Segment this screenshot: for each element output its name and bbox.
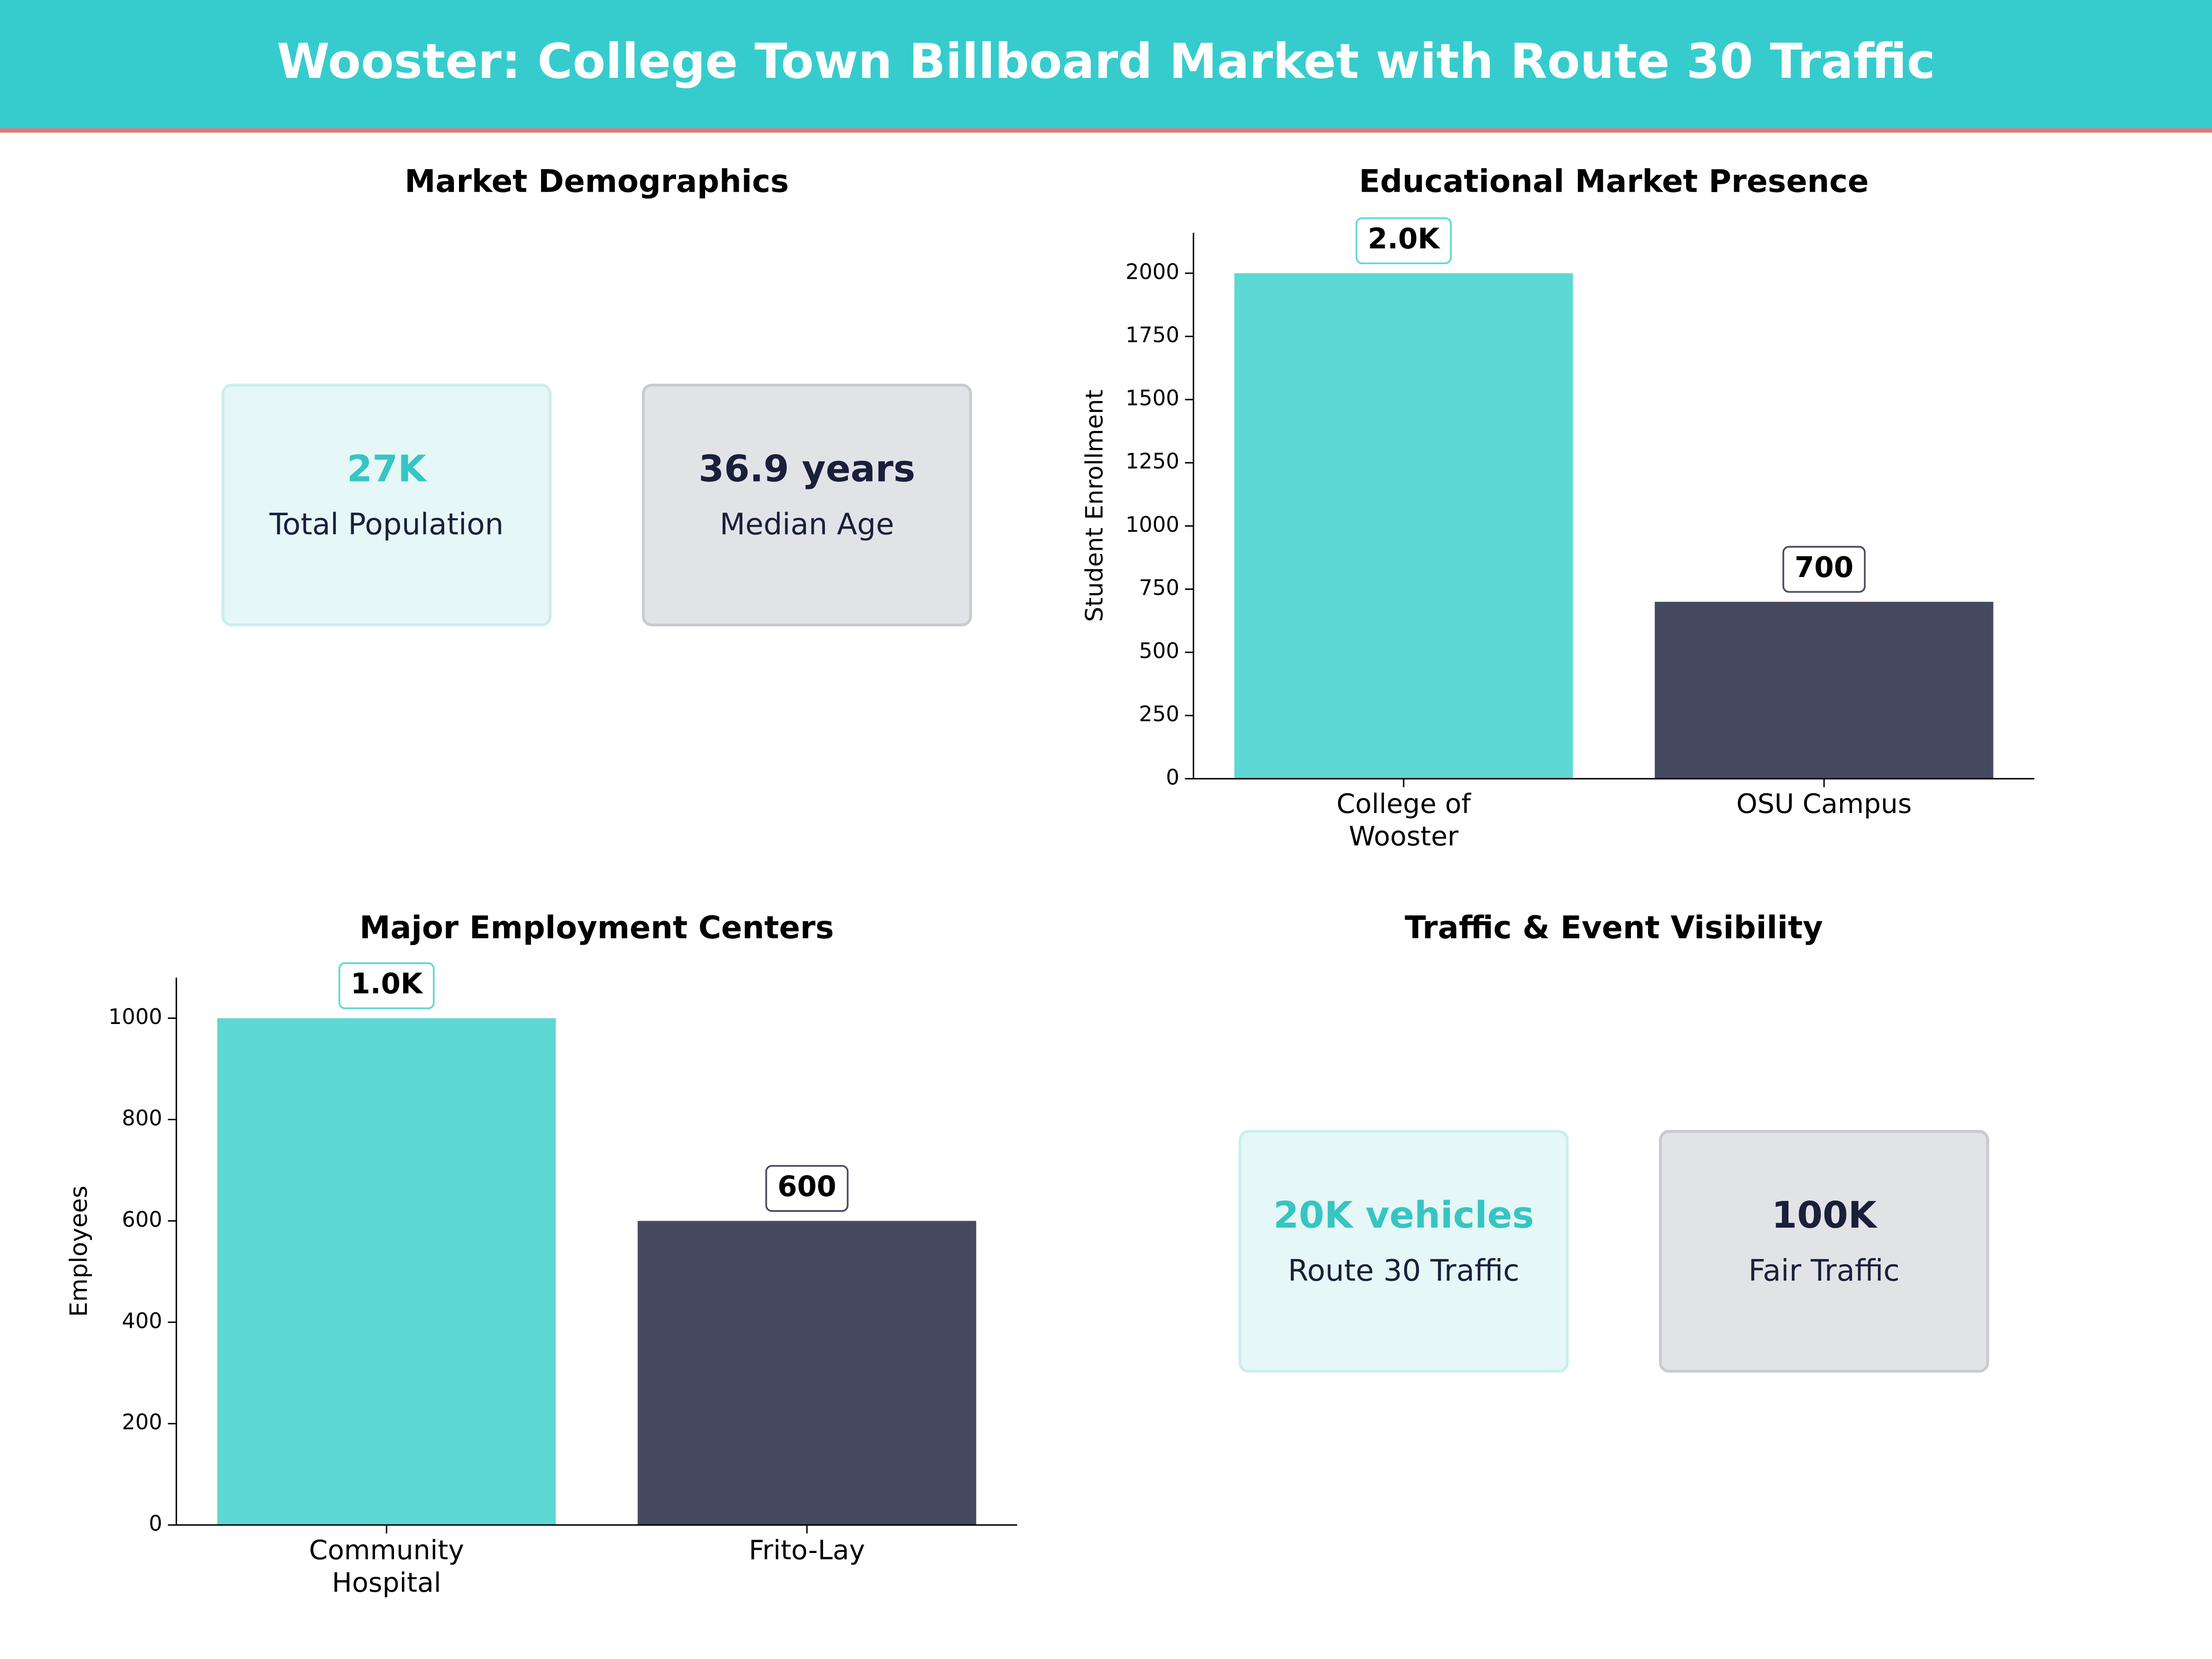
value-label: 2.0K xyxy=(1368,223,1441,255)
x-tick-label: Frito-Lay xyxy=(749,1534,865,1565)
y-tick-label: 750 xyxy=(1139,575,1180,600)
kpi-label: Fair Traffic xyxy=(1748,1253,1900,1288)
page-title: Wooster: College Town Billboard Market w… xyxy=(277,33,1936,89)
y-tick-label: 600 xyxy=(122,1207,162,1232)
x-tick-label: Community Hospital xyxy=(309,1534,464,1598)
x-tick-label: College of Wooster xyxy=(1336,788,1471,852)
value-label-box xyxy=(338,962,435,1009)
kpi-label: Route 30 Traffic xyxy=(1288,1253,1519,1288)
y-tick-label: 2000 xyxy=(1125,259,1179,284)
bar xyxy=(1234,273,1573,779)
x-tick-label: OSU Campus xyxy=(1736,788,1912,819)
y-tick-label: 500 xyxy=(1139,638,1180,663)
kpi-card xyxy=(1238,1130,1569,1373)
header-bar xyxy=(0,0,2212,130)
kpi-card xyxy=(221,383,552,627)
kpi-card xyxy=(1659,1130,1989,1373)
panel-title: Market Demographics xyxy=(405,163,789,200)
y-tick-label: 400 xyxy=(122,1308,162,1333)
bar xyxy=(637,1221,977,1525)
y-tick-label: 1250 xyxy=(1125,449,1179,474)
value-label-box xyxy=(1355,217,1452,265)
kpi-value: 100K xyxy=(1771,1194,1878,1236)
kpi-value: 36.9 years xyxy=(699,447,915,490)
kpi-card xyxy=(641,383,972,627)
value-label-box xyxy=(1782,546,1866,593)
kpi-value: 27K xyxy=(347,447,428,490)
y-tick-label: 800 xyxy=(122,1106,162,1130)
y-tick-label: 1750 xyxy=(1125,322,1179,347)
y-tick-label: 1000 xyxy=(108,1004,162,1029)
y-axis-label: Student Enrollment xyxy=(1081,389,1109,622)
value-label: 600 xyxy=(777,1171,836,1203)
chart-title: Major Employment Centers xyxy=(359,909,834,946)
header-rule xyxy=(0,128,2212,133)
kpi-value: 20K vehicles xyxy=(1273,1194,1534,1236)
value-label: 700 xyxy=(1794,551,1853,584)
y-tick-label: 0 xyxy=(1166,765,1179,789)
kpi-label: Median Age xyxy=(720,507,894,541)
panel-title: Traffic & Event Visibility xyxy=(1405,909,1823,946)
y-tick-label: 1000 xyxy=(1125,512,1179,537)
y-tick-label: 1500 xyxy=(1125,386,1179,411)
y-tick-label: 200 xyxy=(122,1410,162,1435)
bar xyxy=(1654,601,1994,779)
y-tick-label: 250 xyxy=(1139,701,1180,726)
y-tick-label: 0 xyxy=(149,1511,162,1536)
value-label-box xyxy=(765,1165,849,1212)
chart-title: Educational Market Presence xyxy=(1359,163,1869,200)
kpi-label: Total Population xyxy=(269,507,504,541)
y-axis-label: Employees xyxy=(65,1186,93,1317)
bar xyxy=(217,1018,556,1525)
value-label: 1.0K xyxy=(351,968,424,1000)
